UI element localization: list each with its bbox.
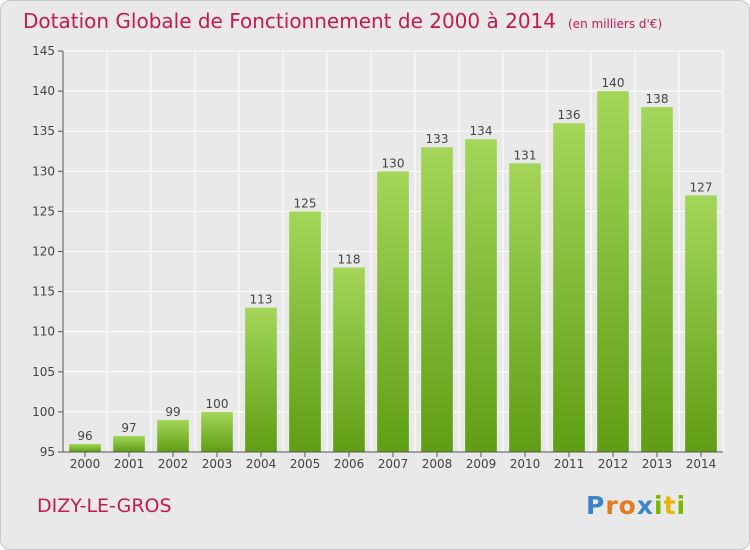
x-tick-label: 2009 — [466, 457, 497, 471]
data-label-2002: 99 — [165, 405, 180, 419]
data-label-2009: 134 — [470, 124, 493, 138]
data-label-2001: 97 — [121, 421, 136, 435]
bar-2001 — [113, 435, 145, 452]
logo-letter: o — [618, 491, 637, 520]
x-tick-label: 2013 — [642, 457, 673, 471]
data-label-2013: 138 — [646, 92, 669, 106]
proxiti-logo: Proxiti — [586, 491, 686, 520]
bar-2014 — [685, 195, 717, 453]
logo-letter: P — [586, 491, 606, 520]
x-tick-label: 2010 — [510, 457, 541, 471]
chart-title-text: Dotation Globale de Fonctionnement de 20… — [23, 9, 556, 33]
bar-2010 — [509, 163, 541, 452]
data-label-2011: 136 — [558, 108, 581, 122]
bar-2008 — [421, 147, 453, 453]
x-tick-label: 2008 — [422, 457, 453, 471]
logo-letter: r — [605, 491, 619, 520]
y-tick-label: 125 — [32, 204, 55, 218]
y-tick-label: 140 — [32, 84, 55, 98]
x-tick-label: 2001 — [114, 457, 145, 471]
y-tick-label: 100 — [32, 405, 55, 419]
bar-2009 — [465, 139, 497, 452]
chart-unit-label: (en milliers d'€) — [568, 17, 663, 31]
bar-2012 — [597, 91, 629, 452]
y-tick-label: 110 — [32, 325, 55, 339]
y-tick-label: 115 — [32, 285, 55, 299]
data-label-2000: 96 — [77, 429, 92, 443]
logo-letter: t — [663, 491, 677, 520]
bar-2005 — [289, 211, 321, 452]
x-tick-label: 2012 — [598, 457, 629, 471]
x-tick-label: 2003 — [202, 457, 233, 471]
x-tick-label: 2007 — [378, 457, 409, 471]
data-label-2005: 125 — [294, 196, 317, 210]
x-tick-label: 2002 — [158, 457, 189, 471]
bar-2013 — [641, 107, 673, 452]
data-label-2014: 127 — [690, 180, 713, 194]
y-tick-label: 145 — [32, 44, 55, 58]
bars: 96 97 99 100 113 125 118 130 133 134 131 136 140 138 1… — [69, 76, 717, 453]
x-tick-label: 2011 — [554, 457, 585, 471]
data-label-2006: 118 — [338, 253, 361, 267]
y-tick-label: 120 — [32, 245, 55, 259]
logo-letter: x — [636, 491, 654, 520]
bar-2002 — [157, 419, 189, 452]
data-label-2012: 140 — [602, 76, 625, 90]
x-tick-label: 2014 — [686, 457, 717, 471]
logo-letter: i — [654, 491, 664, 520]
y-tick-label: 95 — [40, 445, 55, 459]
bar-2006 — [333, 267, 365, 452]
data-label-2010: 131 — [514, 148, 537, 162]
place-name: DIZY-LE-GROS — [37, 495, 172, 517]
bar-2007 — [377, 171, 409, 453]
x-tick-label: 2005 — [290, 457, 321, 471]
axes: 95 100 105 110 115 120 125 130 135 140 145 2000 2001… — [32, 44, 723, 471]
bar-2003 — [201, 411, 233, 452]
bar-2000 — [69, 443, 101, 452]
y-tick-label: 105 — [32, 365, 55, 379]
logo-letter: i — [676, 491, 687, 520]
x-tick-label: 2000 — [70, 457, 101, 471]
data-label-2003: 100 — [206, 397, 229, 411]
data-label-2007: 130 — [382, 156, 405, 170]
bar-2011 — [553, 123, 585, 453]
x-tick-label: 2006 — [334, 457, 365, 471]
y-tick-label: 130 — [32, 164, 55, 178]
chart-title: Dotation Globale de Fonctionnement de 20… — [23, 9, 662, 33]
y-tick-label: 135 — [32, 124, 55, 138]
data-label-2008: 133 — [426, 132, 449, 146]
x-tick-label: 2004 — [246, 457, 277, 471]
data-label-2004: 113 — [250, 293, 273, 307]
bar-2004 — [245, 307, 277, 452]
